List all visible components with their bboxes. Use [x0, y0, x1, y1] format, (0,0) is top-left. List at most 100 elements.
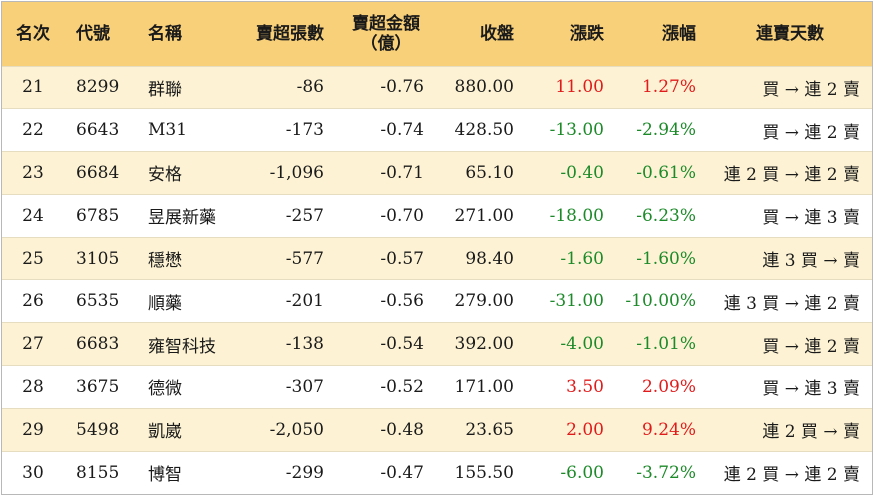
cell-rank: 27 — [2, 322, 64, 366]
cell-streak: 連 3 買 → 連 2 賣 — [708, 279, 872, 323]
table-row: 23 6684 安格 -1,096 -0.71 65.10 -0.40 -0.61% 連 2 買… — [2, 151, 872, 195]
cell-sell-volume: -2,050 — [226, 407, 336, 452]
cell-change-pct: -0.61% — [616, 151, 708, 195]
header-rank: 名次 — [16, 23, 50, 44]
cell-sell-amount: -0.47 — [336, 450, 436, 494]
cell-rank: 30 — [2, 450, 64, 494]
cell-code: 6684 — [64, 151, 136, 195]
cell-change-pct: -10.00% — [616, 279, 708, 323]
cell-close: 171.00 — [436, 365, 526, 409]
cell-streak: 連 2 買 → 連 2 賣 — [708, 151, 872, 195]
cell-rank: 25 — [2, 236, 64, 280]
table-row: 25 3105 穩懋 -577 -0.57 98.40 -1.60 -1.60% 連 3 買 →… — [2, 236, 872, 280]
cell-streak: 連 2 買 → 連 2 賣 — [708, 450, 872, 494]
cell-rank: 22 — [2, 108, 64, 152]
cell-change-pct: -3.72% — [616, 450, 708, 494]
cell-streak: 連 2 買 → 賣 — [708, 407, 872, 452]
cell-streak: 買 → 連 3 賣 — [708, 365, 872, 409]
cell-sell-amount: -0.57 — [336, 236, 436, 280]
cell-name: 群聯 — [136, 65, 226, 109]
header-code: 代號 — [76, 23, 110, 44]
cell-change-pct: -6.23% — [616, 193, 708, 238]
cell-code: 6683 — [64, 322, 136, 366]
cell-name: 安格 — [136, 151, 226, 195]
cell-change-pct: -1.01% — [616, 322, 708, 366]
cell-streak: 買 → 連 2 賣 — [708, 65, 872, 109]
cell-rank: 21 — [2, 65, 64, 109]
cell-code: 6535 — [64, 279, 136, 323]
table-row: 27 6683 雍智科技 -138 -0.54 392.00 -4.00 -1.01% 買 → … — [2, 322, 872, 366]
cell-sell-volume: -577 — [226, 236, 336, 280]
header-change-pct: 漲幅 — [662, 23, 696, 44]
header-sell-amount: 賣超金額 （億） — [336, 2, 436, 66]
cell-change: -18.00 — [526, 193, 616, 238]
cell-name: 昱展新藥 — [136, 193, 226, 238]
cell-code: 6785 — [64, 193, 136, 238]
cell-code: 5498 — [64, 407, 136, 452]
header-sell-amount-line1: 賣超金額 — [352, 13, 420, 34]
cell-sell-amount: -0.70 — [336, 193, 436, 238]
cell-close: 155.50 — [436, 450, 526, 494]
table-row: 30 8155 博智 -299 -0.47 155.50 -6.00 -3.72% 連 2 買 … — [2, 450, 872, 494]
cell-sell-volume: -86 — [226, 65, 336, 109]
cell-change: 3.50 — [526, 365, 616, 409]
cell-change-pct: 9.24% — [616, 407, 708, 452]
cell-name: 雍智科技 — [136, 322, 226, 366]
cell-change-pct: -1.60% — [616, 236, 708, 280]
cell-change: -1.60 — [526, 236, 616, 280]
cell-change: -13.00 — [526, 108, 616, 152]
cell-close: 65.10 — [436, 151, 526, 195]
cell-rank: 28 — [2, 365, 64, 409]
cell-sell-volume: -307 — [226, 365, 336, 409]
table-row: 28 3675 德微 -307 -0.52 171.00 3.50 2.09% 買 → 連 3 … — [2, 365, 872, 409]
cell-change: -31.00 — [526, 279, 616, 323]
cell-close: 392.00 — [436, 322, 526, 366]
header-name: 名稱 — [148, 23, 182, 44]
table-row: 29 5498 凱崴 -2,050 -0.48 23.65 2.00 9.24% 連 2 買 →… — [2, 407, 872, 452]
cell-sell-volume: -257 — [226, 193, 336, 238]
cell-rank: 26 — [2, 279, 64, 323]
cell-sell-volume: -201 — [226, 279, 336, 323]
cell-rank: 23 — [2, 151, 64, 195]
cell-sell-amount: -0.74 — [336, 108, 436, 152]
cell-sell-amount: -0.48 — [336, 407, 436, 452]
cell-change: 2.00 — [526, 407, 616, 452]
header-sell-amount-line2: （億） — [360, 33, 412, 54]
cell-change: -4.00 — [526, 322, 616, 366]
table-row: 22 6643 M31 -173 -0.74 428.50 -13.00 -2.94% 買 → … — [2, 108, 872, 152]
cell-code: 6643 — [64, 108, 136, 152]
cell-rank: 24 — [2, 193, 64, 238]
cell-close: 23.65 — [436, 407, 526, 452]
cell-streak: 買 → 連 2 賣 — [708, 108, 872, 152]
cell-name: 博智 — [136, 450, 226, 494]
cell-code: 3105 — [64, 236, 136, 280]
cell-sell-amount: -0.54 — [336, 322, 436, 366]
cell-name: 順藥 — [136, 279, 226, 323]
cell-close: 880.00 — [436, 65, 526, 109]
header-close: 收盤 — [480, 23, 514, 44]
cell-name: 穩懋 — [136, 236, 226, 280]
cell-sell-volume: -299 — [226, 450, 336, 494]
cell-code: 8299 — [64, 65, 136, 109]
cell-close: 271.00 — [436, 193, 526, 238]
table-row: 26 6535 順藥 -201 -0.56 279.00 -31.00 -10.00% 連 3 … — [2, 279, 872, 323]
header-sell-volume: 賣超張數 — [256, 23, 324, 44]
cell-name: M31 — [136, 108, 226, 152]
cell-code: 3675 — [64, 365, 136, 409]
cell-sell-amount: -0.71 — [336, 151, 436, 195]
cell-sell-volume: -1,096 — [226, 151, 336, 195]
cell-name: 凱崴 — [136, 407, 226, 452]
cell-streak: 連 3 買 → 賣 — [708, 236, 872, 280]
cell-close: 279.00 — [436, 279, 526, 323]
cell-change: -6.00 — [526, 450, 616, 494]
header-streak: 連賣天數 — [756, 23, 824, 44]
cell-name: 德微 — [136, 365, 226, 409]
cell-sell-volume: -173 — [226, 108, 336, 152]
cell-sell-amount: -0.52 — [336, 365, 436, 409]
cell-change: 11.00 — [526, 65, 616, 109]
cell-streak: 買 → 連 3 賣 — [708, 193, 872, 238]
cell-change: -0.40 — [526, 151, 616, 195]
cell-sell-amount: -0.56 — [336, 279, 436, 323]
